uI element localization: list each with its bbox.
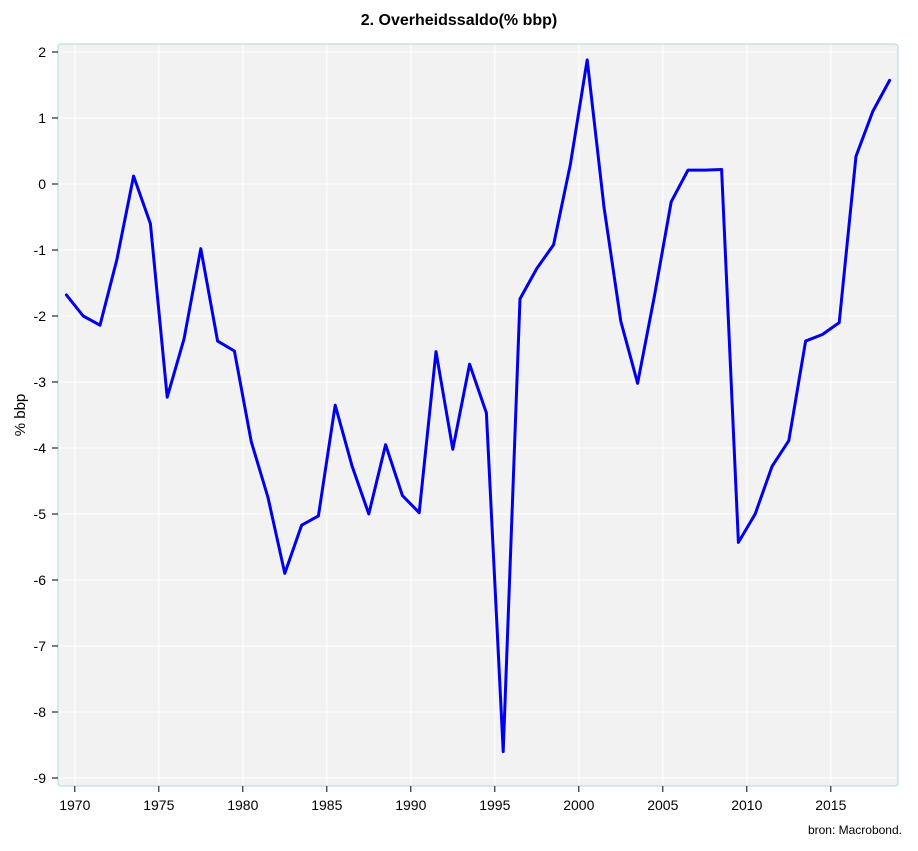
y-tick-label: -2 <box>34 308 47 324</box>
x-tick-label: 1975 <box>143 797 174 813</box>
x-tick-label: 2015 <box>815 797 846 813</box>
y-tick-label: -6 <box>34 572 47 588</box>
y-tick-label: -4 <box>34 440 47 456</box>
x-tick-label: 1980 <box>227 797 258 813</box>
y-axis: 2 1 0 -1 -2 -3 -4 -5 -6 -7 -8 -9 <box>34 44 58 786</box>
chart-title: 2. Overheidssaldo(% bbp) <box>361 12 557 29</box>
x-tick-label: 1995 <box>479 797 510 813</box>
source-note: bron: Macrobond. <box>808 823 902 837</box>
x-tick-label: 2000 <box>563 797 594 813</box>
series-line <box>64 58 892 754</box>
x-tick-label: 1970 <box>59 797 90 813</box>
grid <box>59 45 897 785</box>
x-tick-label: 1990 <box>395 797 426 813</box>
y-tick-label: -7 <box>34 638 47 654</box>
plot-area <box>57 43 899 787</box>
y-tick-label: -9 <box>34 770 47 786</box>
x-tick-label: 1985 <box>311 797 342 813</box>
x-tick-label: 2010 <box>731 797 762 813</box>
y-axis-label: % bbp <box>12 394 29 437</box>
y-tick-label: -1 <box>34 242 47 258</box>
y-tick-label: 2 <box>38 44 46 60</box>
y-tick-label: -3 <box>34 374 47 390</box>
y-tick-label: -8 <box>34 704 47 720</box>
x-tick-label: 2005 <box>647 797 678 813</box>
y-tick-label: -5 <box>34 506 47 522</box>
x-axis: 1970 1975 1980 1985 1990 1995 2000 2005 2010 2015 <box>59 786 847 813</box>
y-tick-label: 1 <box>38 110 46 126</box>
y-tick-label: 0 <box>38 176 46 192</box>
